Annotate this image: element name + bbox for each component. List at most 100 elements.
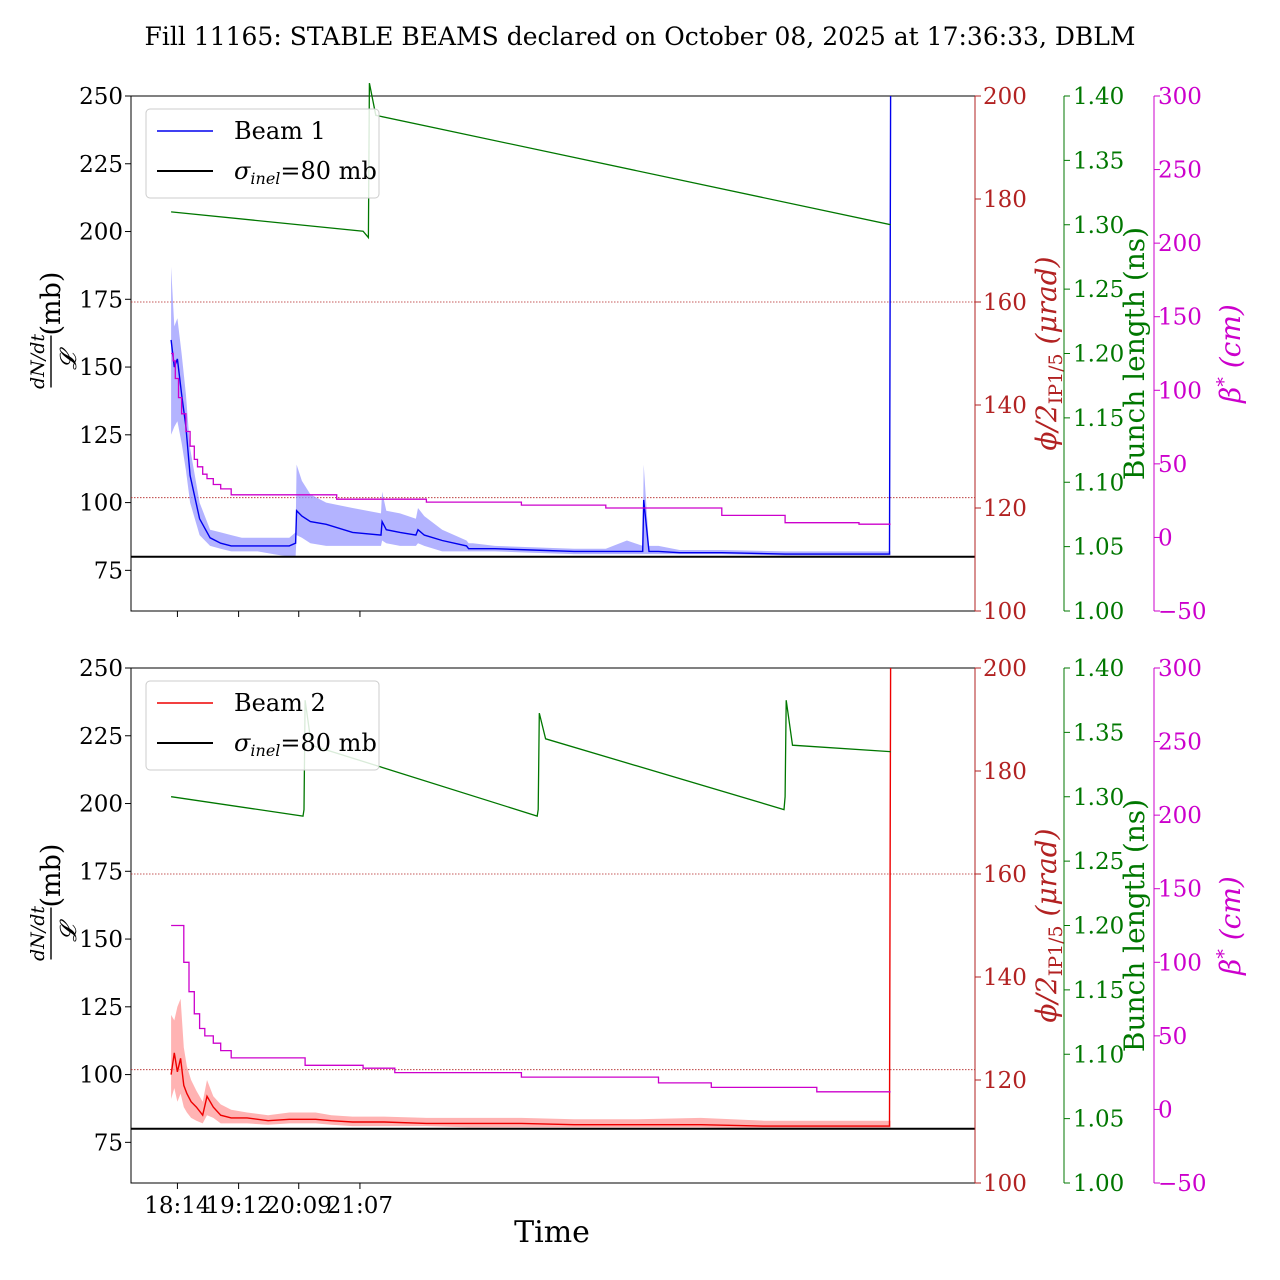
y-crossing-tick-label: 100 [983, 1171, 1027, 1197]
y-bunch-tick-label: 1.40 [1073, 84, 1124, 110]
x-tick-label: 21:07 [327, 1193, 393, 1219]
y-beta-tick-label: 200 [1158, 803, 1202, 829]
y-bunch-tick-label: 1.00 [1073, 599, 1124, 625]
y-beta-label-main: β [1214, 959, 1247, 976]
y-beta-tick-label: 250 [1158, 730, 1202, 756]
y-bunch-label: Bunch length (ns) [1118, 799, 1151, 1052]
x-tick-label: 18:14 [144, 1193, 210, 1219]
y-crossing-tick-label: 120 [983, 1068, 1027, 1094]
y-beta-tick-label: 100 [1158, 950, 1202, 976]
series-line-bunch [171, 700, 891, 817]
y-bunch-tick-label: 1.35 [1073, 148, 1124, 174]
y-left-tick-label: 175 [79, 859, 123, 885]
y-crossing-label: ϕ/2IP1/5 (μrad) [1030, 256, 1067, 450]
y-left-tick-label: 250 [79, 656, 123, 682]
y-beta-label-tail: (cm) [1214, 304, 1247, 377]
legend-label-sigma: σinel=80 mb [234, 157, 377, 188]
y-beta-tick-label: 300 [1158, 84, 1202, 110]
y-beta-tick-label: 50 [1158, 1024, 1187, 1050]
y-bunch-tick-label: 1.25 [1073, 849, 1124, 875]
series-line-left [170, 667, 892, 1127]
y-crossing-label-sub: IP1/5 [1045, 353, 1067, 404]
y-beta-label-sup: * [1213, 949, 1235, 959]
y-beta-tick-label: −50 [1158, 1171, 1207, 1197]
y-crossing-tick-label: 180 [983, 187, 1027, 213]
y-crossing-label-tail: (μrad) [1030, 256, 1063, 353]
y-crossing-tick-label: 120 [983, 496, 1027, 522]
y-left-tick-label: 250 [79, 84, 123, 110]
y-left-tick-label: 225 [79, 724, 123, 750]
y-left-tick-label: 200 [79, 220, 123, 246]
y-crossing-label-sub: IP1/5 [1045, 925, 1067, 976]
y-bunch-tick-label: 1.05 [1073, 1107, 1124, 1133]
y-crossing-tick-label: 140 [983, 393, 1027, 419]
y-beta-tick-label: 50 [1158, 452, 1187, 478]
y-left-label-numerator: dN/dt [27, 906, 49, 961]
y-crossing-tick-label: 160 [983, 290, 1027, 316]
y-beta-tick-label: 0 [1158, 525, 1173, 551]
series-line-left [170, 95, 892, 555]
y-bunch-tick-label: 1.15 [1073, 978, 1124, 1004]
x-tick-label: 20:09 [266, 1193, 332, 1219]
y-crossing-tick-label: 100 [983, 599, 1027, 625]
y-beta-label-sup: * [1213, 377, 1235, 387]
y-beta-label-main: β [1214, 387, 1247, 404]
y-bunch-tick-label: 1.05 [1073, 535, 1124, 561]
legend-label-sigma: σinel=80 mb [234, 729, 377, 760]
y-left-tick-label: 175 [79, 287, 123, 313]
y-crossing-tick-label: 180 [983, 759, 1027, 785]
y-left-label-unit: (mb) [36, 844, 67, 908]
y-bunch-tick-label: 1.00 [1073, 1171, 1124, 1197]
legend-label-beam: Beam 1 [234, 117, 326, 145]
y-left-tick-label: 150 [79, 927, 123, 953]
y-beta-tick-label: 0 [1158, 1097, 1173, 1123]
y-beta-label: β* (cm) [1213, 876, 1247, 976]
series-band [171, 998, 891, 1129]
y-bunch-tick-label: 1.20 [1073, 914, 1124, 940]
y-left-tick-label: 100 [79, 1063, 123, 1089]
y-beta-tick-label: 150 [1158, 305, 1202, 331]
y-bunch-label: Bunch length (ns) [1118, 227, 1151, 480]
y-bunch-tick-label: 1.10 [1073, 470, 1124, 496]
y-left-tick-label: 125 [79, 995, 123, 1021]
y-bunch-tick-label: 1.30 [1073, 785, 1124, 811]
y-left-label-numerator: dN/dt [27, 334, 49, 389]
y-beta-tick-label: 100 [1158, 378, 1202, 404]
legend-sigma-sub: inel [250, 169, 280, 188]
y-left-tick-label: 75 [94, 1130, 123, 1156]
y-beta-tick-label: −50 [1158, 599, 1207, 625]
y-left-tick-label: 200 [79, 792, 123, 818]
y-beta-label: β* (cm) [1213, 304, 1247, 404]
y-beta-tick-label: 300 [1158, 656, 1202, 682]
y-left-tick-label: 100 [79, 491, 123, 517]
legend-label-beam: Beam 2 [234, 689, 326, 717]
y-left-label-unit: (mb) [36, 272, 67, 336]
y-crossing-tick-label: 200 [983, 656, 1027, 682]
y-bunch-tick-label: 1.40 [1073, 656, 1124, 682]
y-bunch-tick-label: 1.10 [1073, 1042, 1124, 1068]
y-left-tick-label: 125 [79, 423, 123, 449]
y-beta-tick-label: 250 [1158, 158, 1202, 184]
x-axis-label: Time [514, 1215, 590, 1250]
y-bunch-tick-label: 1.30 [1073, 213, 1124, 239]
figure-title: Fill 11165: STABLE BEAMS declared on Oct… [145, 22, 1136, 51]
x-tick-label: 19:12 [205, 1193, 271, 1219]
y-left-label-denominator: 𝓛 [56, 919, 82, 942]
y-crossing-label-main: ϕ/2 [1030, 404, 1063, 450]
legend-sigma-tail: =80 mb [280, 729, 376, 757]
y-left-tick-label: 150 [79, 355, 123, 381]
y-left-label-denominator: 𝓛 [56, 347, 82, 370]
y-beta-label-tail: (cm) [1214, 876, 1247, 949]
panel-top: 75 100 125 150 175 200 225 250 dN/dt 𝓛 (mb) 100 120 1… [27, 82, 1247, 625]
y-crossing-tick-label: 140 [983, 965, 1027, 991]
legend-sigma-symbol: σ [234, 729, 251, 757]
y-bunch-tick-label: 1.35 [1073, 720, 1124, 746]
series-line-beta [171, 924, 891, 1093]
series-band [171, 266, 891, 557]
legend-sigma-symbol: σ [234, 157, 251, 185]
y-beta-tick-label: 150 [1158, 877, 1202, 903]
y-crossing-label-tail: (μrad) [1030, 828, 1063, 925]
y-crossing-tick-label: 200 [983, 84, 1027, 110]
series-line-beta [171, 352, 891, 525]
